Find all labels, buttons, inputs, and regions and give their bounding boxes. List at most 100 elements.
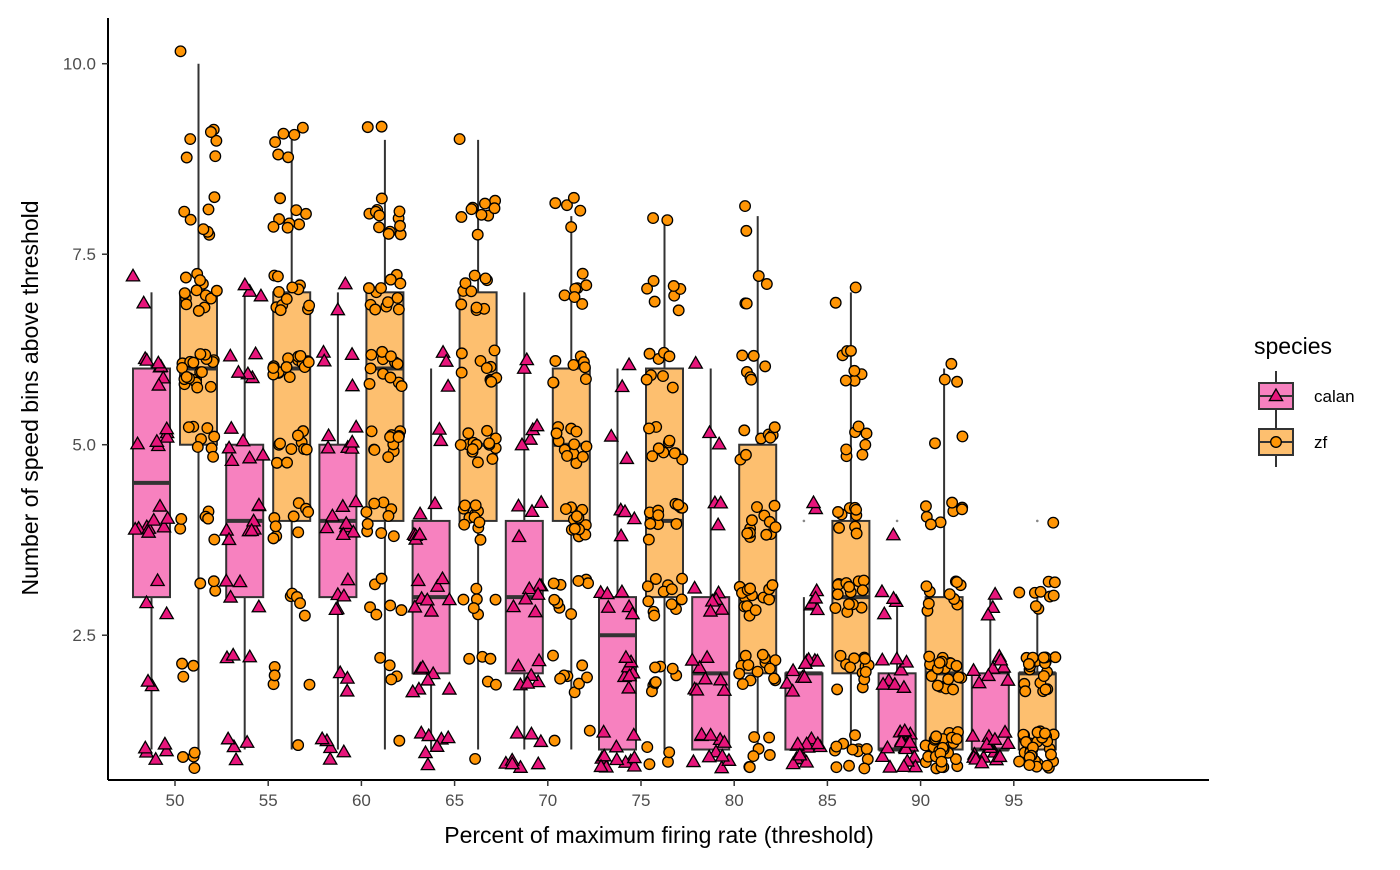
data-point-zf xyxy=(945,357,958,370)
data-point-calan xyxy=(149,572,166,587)
data-point-zf xyxy=(280,361,293,374)
data-point-calan xyxy=(997,724,1013,738)
data-point-calan xyxy=(340,571,356,586)
data-point-zf xyxy=(382,296,394,309)
data-point-zf xyxy=(764,431,777,444)
data-point-zf xyxy=(1048,576,1061,589)
data-point-calan xyxy=(156,519,172,533)
box-zf xyxy=(458,291,498,522)
data-point-zf xyxy=(646,450,659,463)
data-point-calan xyxy=(245,513,262,527)
data-point-calan xyxy=(511,528,527,543)
data-point-calan xyxy=(138,594,155,609)
data-point-zf xyxy=(368,444,381,456)
data-point-calan xyxy=(147,751,164,765)
data-point-zf xyxy=(663,434,676,447)
data-point-calan xyxy=(125,267,141,282)
data-point-zf xyxy=(190,284,203,297)
data-point-zf xyxy=(182,421,195,434)
data-point-zf xyxy=(462,427,475,440)
data-point-zf xyxy=(208,430,221,443)
data-point-zf xyxy=(274,304,287,317)
data-point-calan xyxy=(533,494,549,509)
data-point-zf xyxy=(395,604,408,617)
data-point-calan xyxy=(218,573,235,587)
data-point-zf xyxy=(763,662,776,675)
data-point-zf xyxy=(648,609,661,622)
data-point-zf xyxy=(922,597,935,610)
data-point-zf xyxy=(465,285,478,298)
data-point-calan xyxy=(247,345,264,360)
data-point-calan xyxy=(220,730,236,745)
data-point-zf xyxy=(453,133,466,146)
legend-title: species xyxy=(1254,333,1332,359)
data-point-calan xyxy=(971,674,987,689)
data-point-zf xyxy=(570,425,583,438)
data-point-zf xyxy=(483,437,496,450)
x-tick-label: 55 xyxy=(259,791,278,810)
data-point-zf xyxy=(294,597,307,610)
data-point-calan xyxy=(796,669,813,683)
data-point-zf xyxy=(949,753,962,766)
data-point-zf xyxy=(360,506,373,519)
data-point-calan xyxy=(510,498,527,512)
data-point-zf xyxy=(207,575,220,588)
data-point-zf xyxy=(652,442,665,455)
data-point-calan xyxy=(241,283,258,297)
data-point-zf xyxy=(856,448,869,461)
data-point-calan xyxy=(523,726,540,740)
data-point-zf xyxy=(839,374,852,387)
data-point-calan xyxy=(798,754,815,768)
data-point-zf xyxy=(644,517,657,530)
data-point-zf xyxy=(292,526,305,539)
data-point-zf xyxy=(946,496,959,509)
data-point-zf xyxy=(202,512,215,525)
data-point-zf xyxy=(947,683,960,696)
data-point-zf xyxy=(744,582,756,595)
data-point-zf xyxy=(641,741,654,754)
data-point-calan xyxy=(337,275,354,290)
data-point-zf xyxy=(560,503,572,516)
data-point-calan xyxy=(225,647,241,661)
data-point-calan xyxy=(792,747,808,761)
data-point-zf xyxy=(479,272,492,285)
data-point-zf xyxy=(739,448,752,461)
data-point-zf xyxy=(382,227,395,240)
data-point-calan xyxy=(879,739,896,754)
data-point-calan xyxy=(223,420,240,434)
data-point-calan xyxy=(710,516,726,531)
data-point-calan xyxy=(809,653,826,667)
data-point-zf xyxy=(579,373,592,386)
data-point-zf xyxy=(191,381,204,394)
points-layer xyxy=(125,45,1062,775)
data-point-zf xyxy=(929,437,941,450)
data-point-calan xyxy=(404,683,421,698)
data-point-zf xyxy=(1039,727,1051,740)
data-point-zf xyxy=(857,574,870,587)
data-point-zf xyxy=(642,595,655,608)
data-point-zf xyxy=(286,281,299,294)
data-point-zf xyxy=(920,580,933,593)
data-point-zf xyxy=(1047,516,1060,529)
y-tick-label: 7.5 xyxy=(72,245,96,264)
data-point-calan xyxy=(805,494,822,509)
data-point-zf xyxy=(375,120,388,133)
data-point-calan xyxy=(159,429,175,443)
data-point-calan xyxy=(691,659,708,674)
data-point-zf xyxy=(952,671,965,684)
data-point-calan xyxy=(438,353,455,367)
data-point-calan xyxy=(626,749,643,764)
data-point-zf xyxy=(488,202,501,215)
data-point-calan xyxy=(875,676,891,690)
data-point-calan xyxy=(980,667,997,682)
data-point-zf xyxy=(572,575,585,587)
y-tick-label: 2.5 xyxy=(72,626,96,645)
x-tick-label: 85 xyxy=(818,791,837,810)
data-point-zf xyxy=(364,362,377,375)
data-point-zf xyxy=(480,362,493,375)
data-point-zf xyxy=(455,347,468,360)
data-point-calan xyxy=(440,729,456,744)
data-point-zf xyxy=(458,499,471,512)
data-point-calan xyxy=(441,681,458,695)
data-point-zf xyxy=(180,151,193,164)
